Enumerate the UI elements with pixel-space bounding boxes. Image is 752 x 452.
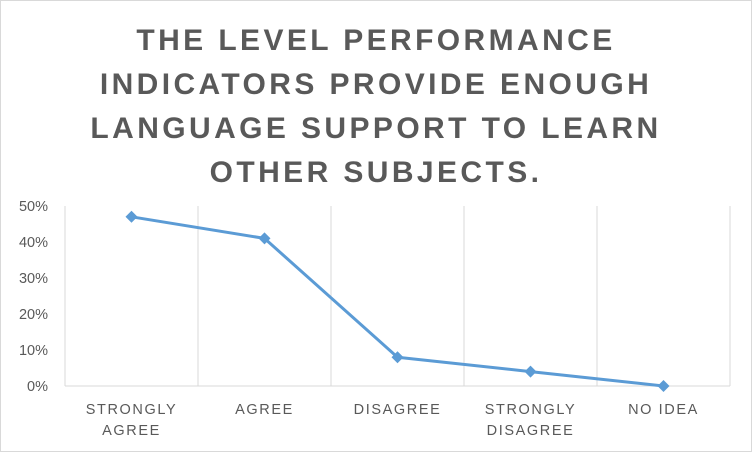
x-category-label: STRONGLY <box>86 402 178 418</box>
data-point-marker <box>657 380 670 392</box>
data-point-marker <box>524 365 537 378</box>
data-point-marker <box>125 210 138 223</box>
x-category-label: DISAGREE <box>487 423 575 439</box>
x-category-label: AGREE <box>235 402 294 418</box>
data-point-marker <box>258 232 271 245</box>
x-category-label: AGREE <box>102 423 161 439</box>
y-tick-label: 30% <box>19 271 48 287</box>
y-tick-label: 0% <box>27 379 48 395</box>
y-tick-label: 40% <box>19 235 48 251</box>
chart-title: THE LEVEL PERFORMANCE INDICATORS PROVIDE… <box>90 24 662 189</box>
y-tick-label: 50% <box>19 199 48 215</box>
x-category-label: DISAGREE <box>354 402 442 418</box>
x-category-label: NO IDEA <box>628 402 699 418</box>
y-tick-label: 20% <box>19 307 48 323</box>
data-point-marker <box>391 351 404 364</box>
y-tick-label: 10% <box>19 343 48 359</box>
x-category-label: STRONGLY <box>485 402 577 418</box>
